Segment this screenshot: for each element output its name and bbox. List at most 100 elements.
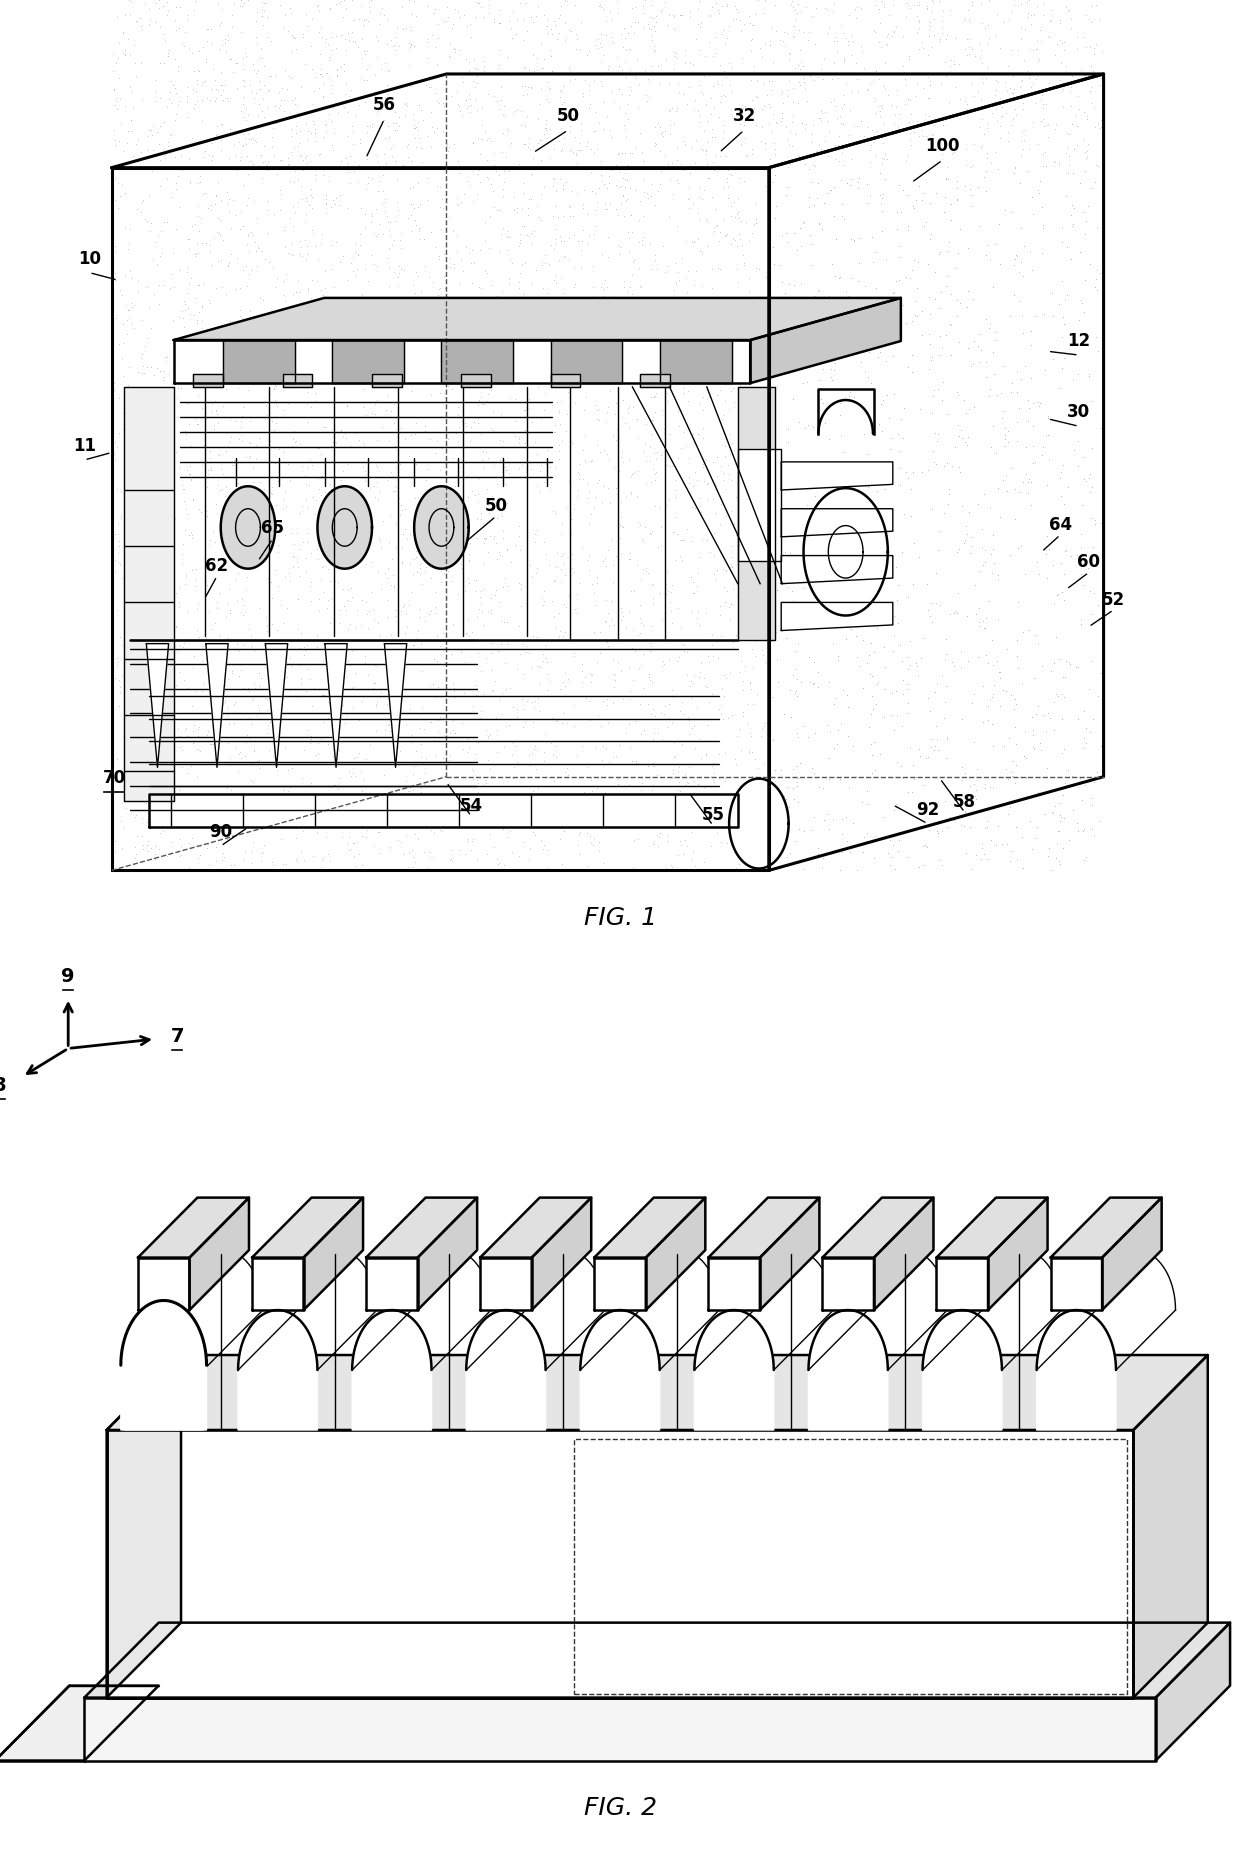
Point [491, 287, 511, 317]
Point [702, 0, 722, 22]
Point [1016, 744, 1035, 774]
Point [480, 0, 500, 15]
Point [869, 66, 889, 96]
Point [579, 71, 599, 101]
Point [367, 140, 387, 170]
Point [549, 431, 569, 461]
Point [977, 706, 997, 736]
Point [419, 307, 439, 337]
Point [520, 185, 539, 215]
Point [115, 697, 135, 727]
Point [135, 332, 155, 361]
Point [872, 390, 892, 420]
Point [218, 86, 238, 116]
Point [133, 787, 153, 817]
Point [746, 204, 766, 234]
Point [412, 744, 432, 774]
Point [776, 313, 796, 343]
Point [924, 736, 944, 766]
Point [237, 577, 257, 607]
Point [139, 837, 159, 867]
Point [959, 333, 978, 363]
Point [905, 287, 925, 317]
Point [432, 296, 451, 326]
Point [715, 502, 735, 532]
Point [681, 133, 701, 163]
Point [578, 850, 598, 880]
Point [557, 494, 577, 524]
Point [280, 318, 300, 348]
Point [590, 618, 610, 648]
Point [232, 303, 252, 333]
Point [134, 360, 154, 390]
Point [1052, 266, 1071, 296]
Point [672, 243, 692, 273]
Point [166, 671, 186, 701]
Point [463, 67, 482, 97]
Point [936, 26, 956, 56]
Point [365, 219, 384, 249]
Point [246, 127, 265, 157]
Point [987, 0, 1007, 30]
Point [517, 103, 537, 133]
Point [265, 371, 285, 401]
Point [351, 64, 371, 94]
Point [490, 0, 510, 26]
Point [706, 195, 725, 225]
Point [408, 616, 428, 646]
Point [108, 96, 128, 125]
Point [888, 199, 908, 229]
Point [165, 142, 185, 172]
Point [899, 689, 919, 719]
Point [631, 802, 651, 832]
Point [763, 13, 782, 43]
Point [558, 665, 578, 695]
Point [414, 837, 434, 867]
Point [176, 714, 196, 744]
Point [782, 88, 802, 118]
Point [310, 39, 330, 69]
Point [1033, 210, 1053, 240]
Point [551, 519, 570, 549]
Point [236, 502, 255, 532]
Point [549, 597, 569, 627]
Point [210, 11, 229, 41]
Point [598, 243, 618, 273]
Point [1038, 403, 1058, 433]
Point [281, 86, 301, 116]
Point [151, 553, 171, 583]
Point [599, 446, 619, 476]
Point [574, 790, 594, 820]
Point [347, 530, 367, 560]
Point [702, 339, 722, 369]
Point [603, 659, 622, 689]
Point [585, 97, 605, 127]
Point [146, 751, 166, 781]
Point [868, 343, 888, 373]
Point [711, 798, 730, 828]
Point [171, 802, 191, 832]
Point [650, 62, 670, 92]
Point [326, 227, 346, 257]
Point [393, 839, 413, 869]
Point [773, 103, 792, 133]
Point [702, 124, 722, 154]
Point [914, 178, 934, 208]
Point [730, 206, 750, 236]
Point [148, 223, 167, 253]
Point [145, 470, 165, 500]
Point [562, 429, 582, 459]
Point [986, 21, 1006, 51]
Point [714, 58, 734, 88]
Point [206, 182, 226, 212]
Point [206, 86, 226, 116]
Point [583, 832, 603, 862]
Point [128, 599, 148, 629]
Point [336, 491, 356, 521]
Point [1078, 101, 1097, 131]
Point [1083, 435, 1102, 465]
Point [367, 386, 387, 416]
Point [257, 152, 277, 182]
Point [848, 266, 868, 296]
Point [125, 49, 145, 79]
